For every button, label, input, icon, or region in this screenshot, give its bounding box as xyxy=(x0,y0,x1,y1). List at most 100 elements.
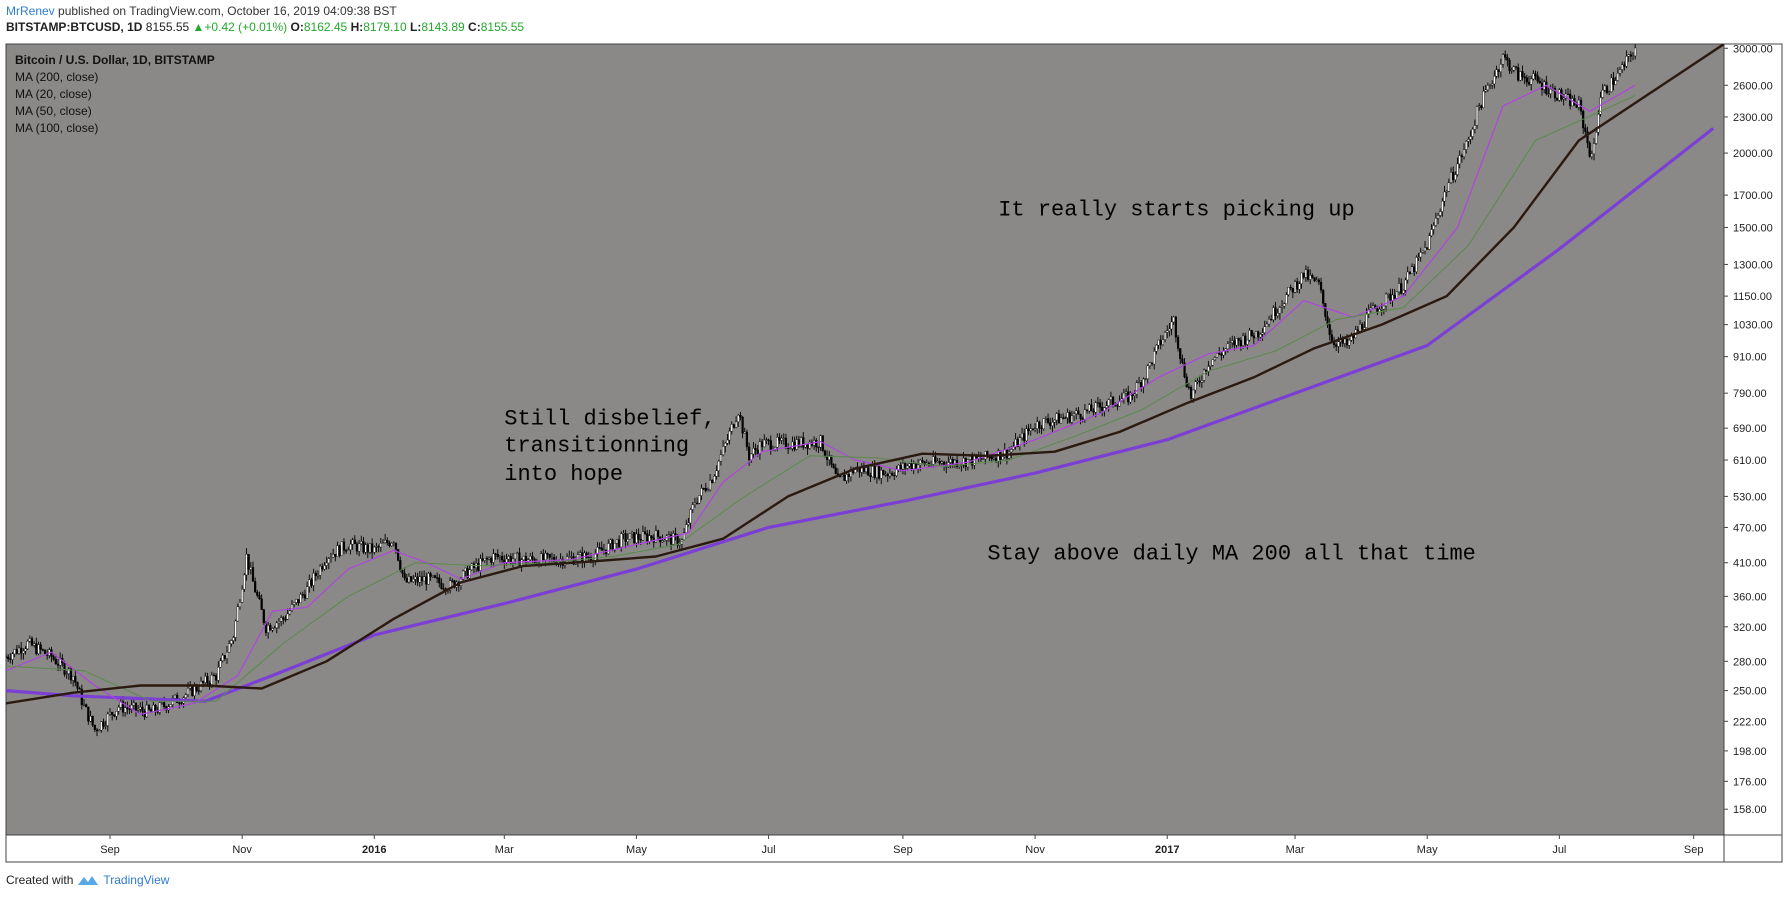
ma-line-20[interactable] xyxy=(6,84,1636,715)
y-tick-label: 250.00 xyxy=(1733,686,1767,698)
candle-body xyxy=(98,729,101,732)
candle-body xyxy=(847,474,850,477)
candle-body xyxy=(1328,324,1331,335)
candle-body xyxy=(35,643,38,654)
candle-body xyxy=(817,446,820,448)
candle-body xyxy=(1129,392,1132,403)
candle-body xyxy=(938,461,941,464)
candle-body xyxy=(24,648,27,652)
candle-body xyxy=(1265,323,1268,327)
annotation-text: transitionning xyxy=(504,434,689,459)
candle-body xyxy=(297,599,300,604)
candle-body xyxy=(72,676,75,681)
candle-body xyxy=(1400,283,1403,294)
candle-body xyxy=(873,466,876,478)
candle-body xyxy=(221,655,224,661)
candle-body xyxy=(332,554,335,558)
ma-line-50[interactable] xyxy=(6,94,1636,702)
candle-body xyxy=(1621,64,1624,70)
candle-body xyxy=(520,559,523,566)
candle-body xyxy=(1135,382,1138,395)
candle-body xyxy=(210,674,213,685)
candle-body xyxy=(1508,59,1511,71)
candle-body xyxy=(418,576,421,583)
candle-body xyxy=(893,474,896,477)
candle-body xyxy=(169,704,172,707)
candle-body xyxy=(1623,64,1626,67)
candle-body xyxy=(56,663,60,666)
candle-body xyxy=(1365,314,1368,328)
plot-area[interactable] xyxy=(6,44,1724,835)
y-tick-label: 2000.00 xyxy=(1733,148,1773,160)
candle-body xyxy=(1306,269,1310,280)
candle-body xyxy=(30,638,34,646)
ma-line-100[interactable] xyxy=(6,44,1724,705)
candle-body xyxy=(1631,55,1635,57)
candle-body xyxy=(1070,415,1073,423)
candle-body xyxy=(1068,412,1071,423)
candle-body xyxy=(1053,419,1056,423)
candle-body xyxy=(410,576,413,582)
candle-body xyxy=(1161,339,1164,345)
candle-body xyxy=(1293,281,1297,293)
candle-body xyxy=(1562,97,1565,100)
candle-body xyxy=(26,641,29,650)
candle-body xyxy=(587,557,590,559)
candle-body xyxy=(462,570,465,580)
candle-body xyxy=(1469,136,1472,140)
candle-body xyxy=(1133,393,1136,396)
candle-body xyxy=(1358,324,1362,332)
author-link[interactable]: MrRenev xyxy=(6,4,55,18)
candle-body xyxy=(403,573,406,579)
legend-ma100[interactable]: MA (100, close) xyxy=(15,121,98,135)
annotation-text: Stay above daily MA 200 all that time xyxy=(987,542,1475,567)
candle-body xyxy=(329,557,333,559)
candle-body xyxy=(1098,402,1102,408)
legend-ma50[interactable]: MA (50, close) xyxy=(15,104,92,118)
candle-body xyxy=(390,543,393,547)
legend-ma200[interactable]: MA (200, close) xyxy=(15,70,98,84)
candle-body xyxy=(464,567,467,572)
close-label: C: xyxy=(468,20,481,34)
candle-body xyxy=(1540,82,1544,90)
time-axis[interactable] xyxy=(5,834,1725,863)
candle-body xyxy=(1319,282,1323,291)
candle-body xyxy=(1077,410,1080,415)
candle-body xyxy=(308,579,311,587)
candle-body xyxy=(416,576,419,583)
ma-line-200[interactable] xyxy=(6,127,1715,703)
candle-body xyxy=(327,558,330,564)
candle-body xyxy=(284,619,287,621)
candle-body xyxy=(1345,338,1349,346)
candle-body xyxy=(1166,330,1169,333)
candle-body xyxy=(191,685,194,697)
candle-body xyxy=(117,707,120,712)
candle-body xyxy=(1441,200,1444,212)
candle-body xyxy=(485,558,489,560)
candle-body xyxy=(1322,289,1325,304)
candle-body xyxy=(1625,55,1628,67)
candle-body xyxy=(483,558,486,561)
candle-body xyxy=(1517,67,1520,81)
candle-body xyxy=(1174,316,1177,338)
candle-body xyxy=(657,530,660,537)
candle-body xyxy=(1510,70,1513,72)
candle-body xyxy=(1629,54,1632,57)
candle-body xyxy=(834,467,837,474)
candle-body xyxy=(570,556,573,558)
tradingview-link[interactable]: TradingView xyxy=(103,873,170,887)
candle-body xyxy=(358,543,361,552)
candle-body xyxy=(256,592,259,596)
candle-body xyxy=(1612,77,1615,85)
candle-body xyxy=(901,463,905,470)
y-tick-label: 320.00 xyxy=(1733,622,1767,634)
candle-body xyxy=(1280,305,1284,308)
candle-body xyxy=(336,545,339,557)
candle-body xyxy=(1545,81,1548,94)
legend-ma20[interactable]: MA (20, close) xyxy=(15,87,92,101)
candle-body xyxy=(1291,287,1294,293)
candle-body xyxy=(158,702,161,713)
candle-body xyxy=(1597,114,1600,133)
candle-body xyxy=(1445,191,1448,193)
